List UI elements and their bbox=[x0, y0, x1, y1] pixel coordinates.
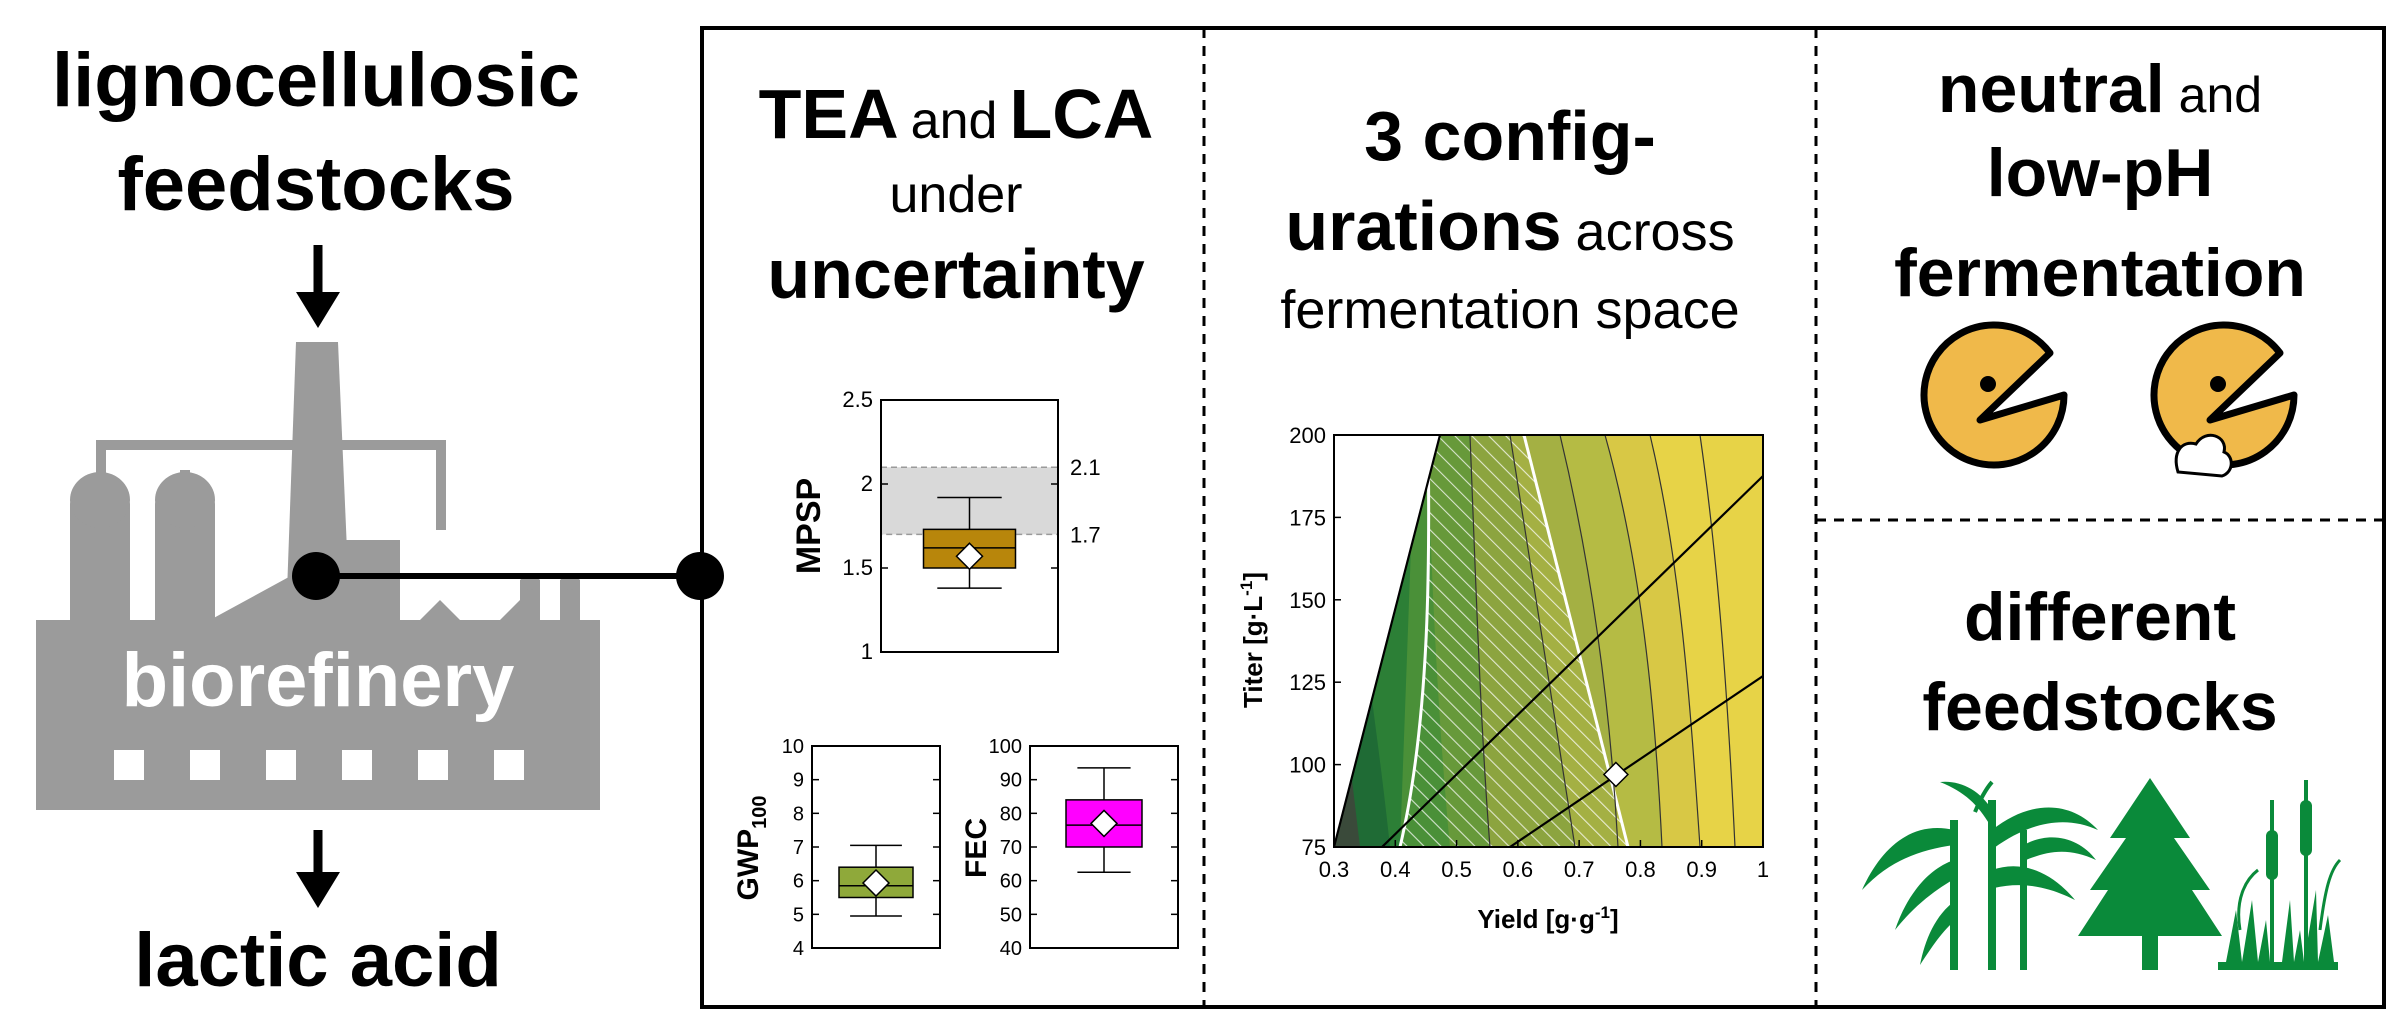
mpsp-tick-label-2: 2 bbox=[861, 471, 873, 496]
heatmap-xlabel-main: Yield [g·g bbox=[1477, 904, 1594, 934]
down-arrow-icon bbox=[296, 245, 340, 328]
contour-fill bbox=[1334, 435, 1763, 847]
heatmap-ytick-label-4: 175 bbox=[1289, 505, 1326, 530]
config-heading-line2: urations across bbox=[1285, 187, 1734, 265]
cattail-icon bbox=[2218, 780, 2342, 970]
fec-tick-label-6: 100 bbox=[989, 736, 1022, 758]
gwp-tick-label-4: 8 bbox=[793, 803, 804, 825]
panel-tea-heading-line1: TEA and LCA bbox=[759, 75, 1154, 153]
factory-icon bbox=[36, 342, 600, 810]
heading-and-ph: and bbox=[2179, 67, 2262, 123]
heatmap-ytick-label-0: 75 bbox=[1302, 835, 1326, 860]
left-section: lignocellulosic feedstocks bbox=[36, 38, 724, 1003]
heatmap-xtick-label-6: 0.9 bbox=[1686, 857, 1717, 882]
config-heading-line1: 3 config- bbox=[1364, 97, 1656, 175]
feed-heading-line2: feedstocks bbox=[1922, 669, 2277, 745]
config-heading-line3: fermentation space bbox=[1280, 280, 1739, 340]
ph-heading-line1: neutral and bbox=[1938, 51, 2262, 127]
pacman-strong-icon bbox=[2150, 321, 2298, 478]
heatmap-ylabel-main: Titer [g·L bbox=[1238, 596, 1268, 708]
factory-label: biorefinery bbox=[122, 638, 515, 723]
fermentation-space-plot: 0.3 0.4 0.5 0.6 0.7 0.8 0.9 175100125150175200 … bbox=[1237, 423, 1769, 934]
fec-tick-label-0: 40 bbox=[1000, 938, 1022, 960]
fec-mean-marker bbox=[1089, 809, 1119, 838]
factory-windows bbox=[114, 750, 524, 780]
heading-uncertainty: uncertainty bbox=[767, 235, 1144, 313]
feedstock-title-line1: lignocellulosic bbox=[52, 38, 580, 123]
config-heading-rest: across bbox=[1576, 202, 1735, 262]
heatmap-xtick-label-3: 0.6 bbox=[1503, 857, 1534, 882]
heatmap-ytick-label-1: 100 bbox=[1289, 753, 1326, 778]
heatmap-xtick-label-2: 0.5 bbox=[1441, 857, 1472, 882]
heatmap-xtick-label-5: 0.8 bbox=[1625, 857, 1656, 882]
panel-ph: neutral and low-pH fermentation bbox=[1894, 51, 2306, 478]
mpsp-tick-label-0: 1 bbox=[861, 639, 873, 664]
panel-configurations: 3 config- urations across fermentation sp… bbox=[1237, 97, 1769, 934]
band-label-high: 2.1 bbox=[1070, 455, 1101, 480]
heatmap-ylabel-sup: -1 bbox=[1237, 581, 1256, 596]
fec-tick-label-1: 50 bbox=[1000, 904, 1022, 926]
fec-boxplot: 40 50 60 70 80 90 100 FEC bbox=[960, 736, 1179, 960]
gwp-tick-label-5: 9 bbox=[793, 770, 804, 792]
heatmap-ytick-label-2: 125 bbox=[1289, 670, 1326, 695]
heatmap-baseline-marker bbox=[1602, 761, 1629, 788]
down-arrow-icon-2 bbox=[296, 830, 340, 908]
fec-tick-label-5: 90 bbox=[1000, 770, 1022, 792]
feedstock-title-line2: feedstocks bbox=[117, 142, 514, 227]
gwp-ylabel-sub: 100 bbox=[749, 795, 771, 828]
panel-feedstocks: different feedstocks bbox=[1862, 579, 2342, 970]
mpsp-tick-label-1: 1.5 bbox=[842, 555, 873, 580]
config-heading-bold: urations bbox=[1285, 187, 1561, 265]
gwp-boxplot: 4 5 6 7 8 9 10 GWP100 bbox=[732, 736, 941, 960]
heatmap-xtick-label-7: 1 bbox=[1757, 857, 1769, 882]
heatmap-xtick-label-0: 0.3 bbox=[1319, 857, 1350, 882]
heading-under: under bbox=[890, 166, 1023, 224]
panels-frame bbox=[700, 26, 2386, 1009]
fec-ylabel: FEC bbox=[960, 818, 993, 878]
gwp-tick-label-0: 4 bbox=[793, 938, 804, 960]
heading-fermentation: fermentation bbox=[1894, 235, 2306, 311]
heatmap-xtick-label-4: 0.7 bbox=[1564, 857, 1595, 882]
gwp-ylabel-main: GWP bbox=[732, 829, 765, 901]
heatmap-xtick-label-1: 0.4 bbox=[1380, 857, 1411, 882]
heading-tea: TEA bbox=[759, 75, 899, 153]
mpsp-mean-marker bbox=[955, 542, 984, 571]
heatmap-ylabel: Titer [g·L-1] bbox=[1237, 572, 1268, 708]
heatmap-ytick-label-3: 150 bbox=[1289, 588, 1326, 613]
heatmap-axes bbox=[1333, 434, 1764, 848]
heading-lca: LCA bbox=[1009, 75, 1153, 153]
product-title: lactic acid bbox=[134, 918, 502, 1003]
mpsp-axes bbox=[880, 399, 1059, 653]
heatmap-xlabel: Yield [g·g-1] bbox=[1477, 903, 1618, 934]
mpsp-boxplot: 1 1.5 2 2.5 MPSP 2.1 1.7 bbox=[790, 387, 1101, 664]
feed-heading-line1: different bbox=[1964, 579, 2236, 655]
gwp-tick-label-1: 5 bbox=[793, 904, 804, 926]
heading-and: and bbox=[911, 92, 998, 150]
tree-icon bbox=[2078, 778, 2222, 970]
mpsp-tick-label-3: 2.5 bbox=[842, 387, 873, 412]
fec-tick-label-2: 60 bbox=[1000, 871, 1022, 893]
panel-tea-lca: TEA and LCA under uncertainty 1 1.5 2 2.5 MPS… bbox=[732, 75, 1179, 960]
gwp-tick-label-6: 10 bbox=[782, 736, 804, 758]
grass-icon bbox=[1862, 780, 2098, 970]
heatmap-xlabel-sup: -1 bbox=[1595, 903, 1610, 922]
heading-lowph: low-pH bbox=[1987, 135, 2214, 211]
fec-tick-label-3: 70 bbox=[1000, 837, 1022, 859]
gwp-ylabel: GWP100 bbox=[732, 795, 771, 900]
gwp-mean-marker bbox=[861, 868, 891, 898]
band-label-low: 1.7 bbox=[1070, 522, 1101, 547]
gwp-tick-label-3: 7 bbox=[793, 837, 804, 859]
gwp-tick-label-2: 6 bbox=[793, 871, 804, 893]
heading-neutral: neutral bbox=[1938, 51, 2165, 127]
pacman-neutral-icon bbox=[1920, 321, 2068, 469]
mpsp-ylabel: MPSP bbox=[790, 478, 828, 574]
fec-tick-label-4: 80 bbox=[1000, 803, 1022, 825]
heatmap-ytick-label-5: 200 bbox=[1289, 423, 1326, 448]
